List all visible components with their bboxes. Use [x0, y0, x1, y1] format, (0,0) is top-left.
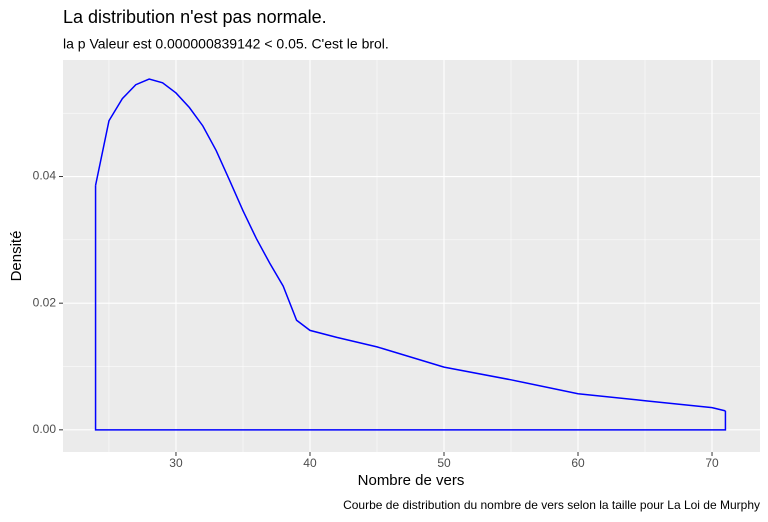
density-line [94, 78, 726, 412]
y-tick-label: 0.02 [33, 295, 57, 309]
density-outline [94, 185, 727, 431]
y-tick-label: 0.04 [33, 169, 57, 183]
x-tick-label: 60 [571, 456, 585, 470]
x-tick-label: 40 [303, 456, 317, 470]
y-tick-label: 0.00 [33, 422, 57, 436]
chart-title: La distribution n'est pas normale. [63, 7, 327, 27]
x-axis-label: Nombre de vers [358, 472, 465, 489]
panel [63, 60, 760, 452]
y-axis-label: Densité [8, 231, 25, 282]
x-tick-label: 30 [169, 456, 183, 470]
chart-subtitle: la p Valeur est 0.000000839142 < 0.05. C… [63, 36, 389, 52]
x-tick-label: 50 [437, 456, 451, 470]
caption: Courbe de distribution du nombre de vers… [343, 498, 760, 512]
x-tick-label: 70 [705, 456, 719, 470]
